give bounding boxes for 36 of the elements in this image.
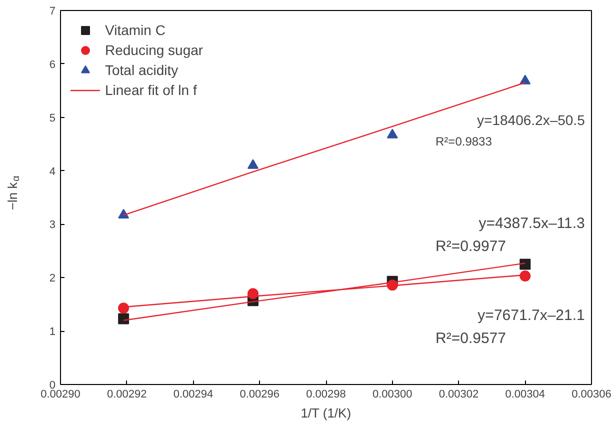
x-tick-label: 0.00292 xyxy=(106,388,147,400)
y-tick-label: 6 xyxy=(49,58,56,71)
y-tick-label: 0 xyxy=(49,380,56,392)
x-tick-label: 0.00300 xyxy=(372,388,412,400)
point xyxy=(247,159,258,169)
y-tick-label: 7 xyxy=(49,6,56,18)
x-tick-label: 0.00296 xyxy=(240,388,280,400)
y-axis-title: −ln kα xyxy=(5,175,22,210)
point xyxy=(118,313,130,324)
x-tick-label: 0.00298 xyxy=(306,388,346,400)
x-tick-label: 0.00306 xyxy=(572,388,611,400)
annotation: R²=0.9833 xyxy=(436,134,492,148)
legend-label: Linear fit of ln f xyxy=(105,82,197,98)
y-tick-label: 3 xyxy=(49,219,56,232)
x-tick-label: 0.00304 xyxy=(505,388,546,400)
legend-label: Vitamin C xyxy=(105,22,166,38)
x-axis-title: 1/T (1/K) xyxy=(300,406,352,420)
y-tick-label: 2 xyxy=(49,272,56,285)
annotation: y=4387.5x–11.3 xyxy=(478,215,585,232)
point xyxy=(118,302,130,314)
annotation: y=18406.2x–50.5 xyxy=(477,112,586,128)
point xyxy=(386,128,398,138)
point xyxy=(118,208,130,219)
x-tick-label: 0.00290 xyxy=(40,388,80,400)
point xyxy=(520,258,531,270)
y-tick-label: 4 xyxy=(49,166,56,178)
x-tick-label: 0.00302 xyxy=(438,388,479,400)
annotation: R²=0.9977 xyxy=(436,238,506,256)
legend-label: Total acidity xyxy=(105,62,178,78)
y-tick-label: 5 xyxy=(49,112,56,124)
y-tick-label: 1 xyxy=(49,326,56,338)
annotation: R²=0.9577 xyxy=(436,330,506,348)
x-tick-label: 0.00294 xyxy=(173,388,214,400)
annotation: y=7671.7x–21.1 xyxy=(478,307,585,324)
point xyxy=(520,270,531,282)
legend-label: Reducing sugar xyxy=(105,42,204,58)
